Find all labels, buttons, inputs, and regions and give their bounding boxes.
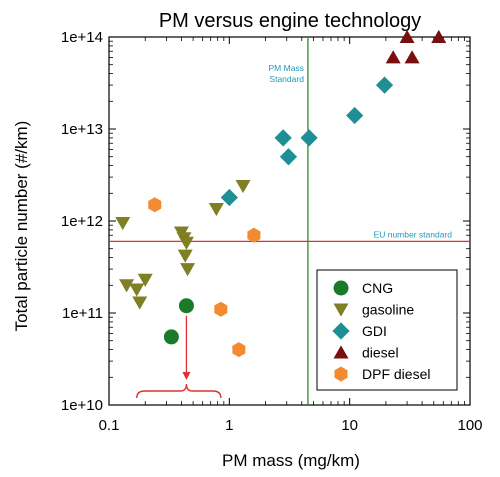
series-dpf-diesel xyxy=(148,197,261,358)
data-point xyxy=(399,29,415,43)
y-tick-label: 1e+12 xyxy=(61,213,103,230)
data-point xyxy=(404,50,420,64)
pm-mass-standard-label: PM Mass xyxy=(269,63,304,73)
y-tick-label: 1e+13 xyxy=(61,121,103,138)
data-point xyxy=(208,203,224,217)
data-point xyxy=(129,283,145,297)
eu-number-standard-label: EU number standard xyxy=(374,229,453,239)
data-point xyxy=(274,129,292,147)
data-point xyxy=(119,279,135,293)
series-gdi xyxy=(220,76,394,207)
data-point xyxy=(279,148,298,166)
legend-label: diesel xyxy=(362,345,399,361)
legend-label: GDI xyxy=(362,323,387,339)
x-tick-label: 10 xyxy=(341,417,358,434)
data-point xyxy=(178,298,194,314)
legend-label: gasoline xyxy=(362,302,414,318)
series-cng xyxy=(163,298,194,345)
data-point xyxy=(115,217,131,231)
series-diesel xyxy=(385,29,447,64)
data-points xyxy=(115,29,447,358)
arrow-head xyxy=(182,372,191,380)
data-point xyxy=(300,129,318,147)
data-point xyxy=(177,249,193,263)
legend: CNG gasoline GDI diesel DPF diesel xyxy=(316,269,458,391)
legend-marker xyxy=(332,322,350,340)
data-point xyxy=(346,106,364,125)
legend-marker xyxy=(333,280,349,296)
data-point xyxy=(232,342,246,358)
axes: 0.1 1 10 100 1e+10 1e+11 1e+12 1e+13 1e+14 xyxy=(61,29,483,434)
x-tick-label: 1 xyxy=(225,417,233,434)
pm-mass-standard-label: Standard xyxy=(269,74,304,84)
legend-marker xyxy=(333,303,349,317)
y-axis-label: Total particle number (#/km) xyxy=(12,121,31,332)
legend-label: CNG xyxy=(362,280,393,296)
y-tick-label: 1e+14 xyxy=(61,29,103,46)
x-axis-label: PM mass (mg/km) xyxy=(222,451,360,470)
legend-label: DPF diesel xyxy=(362,366,430,382)
data-point xyxy=(178,236,194,250)
y-tick-label: 1e+10 xyxy=(61,397,103,414)
chart-title: PM versus engine technology xyxy=(159,10,421,32)
series-gasoline xyxy=(115,180,251,310)
data-point xyxy=(375,76,394,94)
brace xyxy=(136,383,222,399)
data-point xyxy=(431,29,447,43)
data-point xyxy=(385,50,401,64)
data-point xyxy=(247,227,261,243)
data-point xyxy=(235,180,251,194)
data-point xyxy=(132,296,148,310)
data-point xyxy=(163,329,179,345)
annotations xyxy=(136,315,222,399)
x-tick-label: 0.1 xyxy=(99,417,120,434)
x-tick-label: 100 xyxy=(457,417,482,434)
data-point xyxy=(220,188,238,207)
legend-marker xyxy=(333,345,349,359)
legend-marker xyxy=(334,366,348,382)
data-point xyxy=(137,273,153,287)
y-tick-label: 1e+11 xyxy=(62,305,103,322)
data-point xyxy=(214,301,228,317)
data-point xyxy=(148,197,162,213)
data-point xyxy=(180,263,196,277)
